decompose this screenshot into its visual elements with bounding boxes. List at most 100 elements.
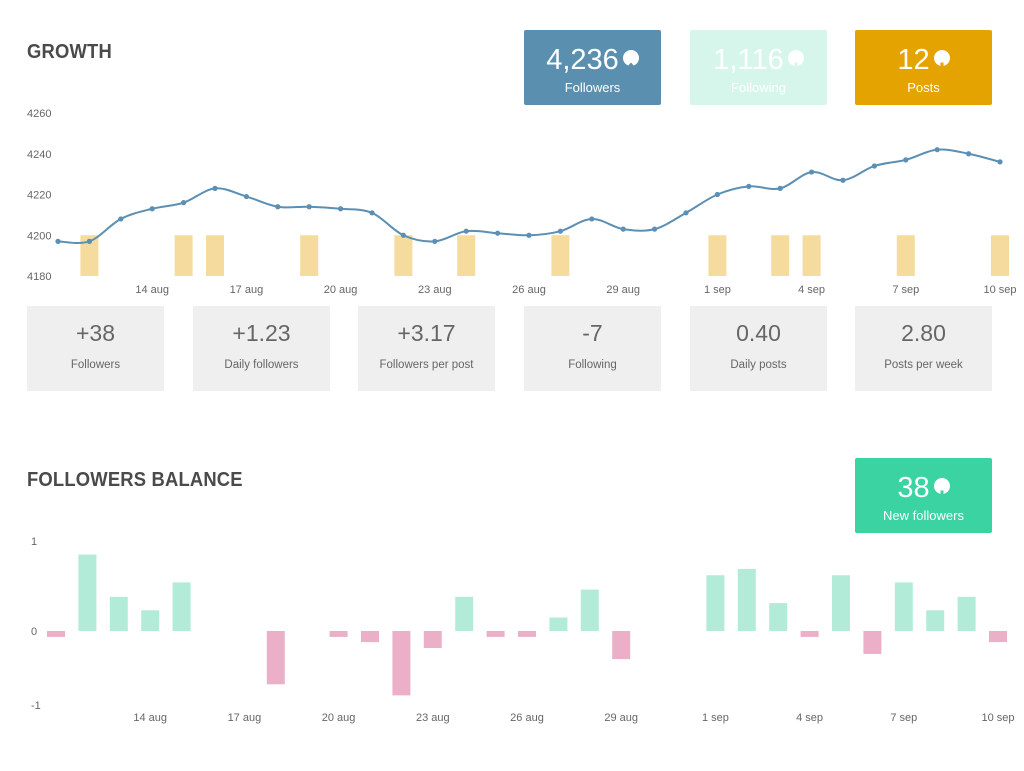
followers-point bbox=[181, 200, 187, 206]
y-tick-label: 0 bbox=[31, 626, 37, 638]
arrow-down-circle-icon bbox=[787, 50, 804, 72]
loss-bar bbox=[612, 631, 631, 660]
x-tick-label: 20 aug bbox=[322, 712, 356, 724]
x-tick-label: 17 aug bbox=[228, 712, 262, 724]
followers-point bbox=[400, 232, 406, 238]
loss-bar bbox=[392, 631, 411, 696]
x-tick-label: 14 aug bbox=[133, 712, 167, 724]
followers-point bbox=[275, 204, 281, 210]
followers-line bbox=[57, 148, 1001, 245]
x-tick-label: 7 sep bbox=[890, 712, 917, 724]
arrow-down-circle-icon bbox=[933, 50, 950, 72]
gain-bar bbox=[926, 610, 945, 631]
gain-bar bbox=[957, 596, 976, 631]
loss-bar bbox=[989, 631, 1007, 643]
x-tick-label: 14 aug bbox=[135, 284, 169, 296]
y-tick-label: 4220 bbox=[27, 190, 51, 202]
gain-bar bbox=[580, 589, 599, 631]
followers-balance-title: FOLLOWERS BALANCE bbox=[27, 469, 243, 491]
x-tick-label: 29 aug bbox=[604, 712, 638, 724]
loss-bar bbox=[486, 631, 505, 637]
followers-point bbox=[338, 206, 344, 212]
y-tick-label: 1 bbox=[31, 536, 37, 548]
post-bar bbox=[457, 235, 476, 276]
posts-stat-box[interactable]: 12 Posts bbox=[855, 30, 992, 105]
x-tick-label: 10 sep bbox=[983, 284, 1016, 296]
followers-point bbox=[620, 226, 626, 232]
y-tick-label: -1 bbox=[31, 700, 41, 712]
x-tick-label: 29 aug bbox=[606, 284, 640, 296]
post-bar bbox=[394, 235, 413, 276]
x-tick-label: 1 sep bbox=[704, 284, 731, 296]
x-tick-label: 26 aug bbox=[510, 712, 544, 724]
followers-point bbox=[997, 159, 1003, 165]
followers-count: 4,236 bbox=[546, 44, 619, 76]
following-stat-box[interactable]: 1,116 Following bbox=[690, 30, 827, 105]
followers-point bbox=[777, 185, 783, 191]
growth-chart: 4260 4240 4220 4200 4180 14 aug 17 aug 20 aug 23… bbox=[27, 108, 1017, 296]
followers-stat-box[interactable]: 4,236 Followers bbox=[524, 30, 661, 105]
x-tick-label: 26 aug bbox=[512, 284, 546, 296]
followers-point bbox=[369, 210, 375, 216]
x-tick-label: 1 sep bbox=[702, 712, 729, 724]
posts-stat-label: Posts bbox=[907, 80, 940, 95]
post-bar bbox=[802, 235, 821, 276]
metric-label: Following bbox=[568, 359, 617, 371]
metric-daily-posts: 0.40 Daily posts bbox=[690, 306, 827, 391]
post-bar bbox=[206, 235, 224, 276]
loss-bar bbox=[266, 631, 285, 685]
y-tick-label: 4180 bbox=[27, 271, 51, 283]
followers-point bbox=[463, 228, 469, 234]
y-tick-label: 4200 bbox=[27, 230, 51, 242]
metric-label: Daily followers bbox=[224, 359, 299, 371]
loss-bar bbox=[423, 631, 442, 649]
followers-point bbox=[746, 183, 752, 189]
gain-bar bbox=[455, 596, 474, 631]
followers-stat-label: Followers bbox=[564, 80, 621, 95]
x-tick-label: 7 sep bbox=[892, 284, 919, 296]
arrow-down-circle-icon bbox=[933, 478, 950, 500]
gain-bar bbox=[737, 568, 756, 631]
metric-value: +38 bbox=[75, 320, 115, 346]
gain-bar bbox=[706, 575, 725, 631]
gain-bar bbox=[769, 603, 788, 631]
growth-title: GROWTH bbox=[27, 41, 112, 63]
post-bar bbox=[771, 235, 790, 276]
followers-point bbox=[526, 232, 532, 238]
metric-value: +1.23 bbox=[232, 320, 291, 346]
x-tick-label: 23 aug bbox=[416, 712, 450, 724]
followers-point bbox=[243, 193, 249, 200]
loss-bar bbox=[329, 631, 348, 637]
x-tick-label: 23 aug bbox=[418, 284, 452, 296]
metric-label: Followers bbox=[70, 359, 121, 371]
metric-value: +3.17 bbox=[397, 320, 456, 346]
arrow-up-circle-icon bbox=[622, 50, 639, 72]
posts-count: 12 bbox=[897, 44, 930, 76]
post-bar bbox=[174, 235, 193, 276]
metric-value: -7 bbox=[582, 320, 603, 346]
gain-bar bbox=[78, 554, 97, 631]
loss-bar bbox=[863, 631, 882, 654]
following-count: 1,116 bbox=[713, 44, 784, 76]
followers-point bbox=[86, 238, 92, 244]
metric-following: -7 Following bbox=[524, 306, 661, 391]
followers-point bbox=[683, 210, 689, 216]
new-followers-stat-label: New followers bbox=[883, 508, 964, 523]
loss-bar bbox=[361, 631, 379, 643]
gain-bar bbox=[172, 582, 191, 631]
loss-bar bbox=[47, 631, 65, 637]
post-bar bbox=[80, 235, 99, 276]
post-bar bbox=[708, 235, 727, 276]
metric-label: Daily posts bbox=[730, 359, 787, 371]
y-tick-label: 4260 bbox=[27, 108, 51, 120]
gain-bar bbox=[109, 596, 128, 631]
x-tick-label: 4 sep bbox=[798, 284, 825, 296]
followers-point bbox=[934, 147, 940, 153]
post-bar bbox=[991, 235, 1009, 276]
metric-followers-per-post: +3.17 Followers per post bbox=[358, 306, 495, 391]
x-tick-label: 4 sep bbox=[796, 712, 823, 724]
x-tick-label: 17 aug bbox=[230, 284, 264, 296]
followers-point bbox=[212, 185, 218, 191]
new-followers-stat-box[interactable]: 38 New followers bbox=[855, 458, 992, 533]
metric-value: 0.40 bbox=[736, 320, 781, 346]
